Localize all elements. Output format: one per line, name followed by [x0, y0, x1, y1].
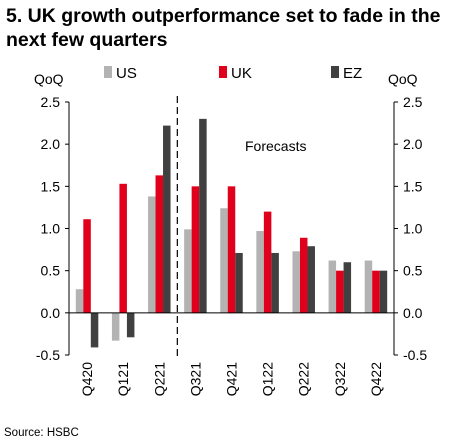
bar-ez-q122 [271, 252, 279, 313]
bar-ez-q420 [90, 312, 99, 348]
bar-uk-q420 [83, 219, 91, 313]
legend-swatch-us [104, 66, 112, 78]
legend-label-uk: UK [231, 65, 252, 82]
bar-uk-q422 [372, 270, 380, 313]
y-tick-label-right: -0.5 [403, 347, 427, 363]
bar-us-q122 [256, 231, 264, 313]
y-tick-label-right: 1.5 [403, 178, 423, 194]
y-tick-label-right: 0.0 [403, 305, 423, 321]
y-tick-label-right: 1.0 [403, 221, 423, 237]
bar-ez-q121 [126, 312, 135, 338]
x-tick-label: Q222 [296, 362, 312, 396]
bar-uk-q221 [155, 175, 164, 313]
x-tick-label: Q322 [332, 362, 348, 396]
y-tick-label-left: 0.0 [41, 305, 61, 321]
x-tick-label: Q321 [187, 362, 203, 396]
y-ticks-right: -0.5 0.0 0.5 1.0 1.5 2.0 2.5 [394, 94, 427, 363]
chart-title: 5. UK growth outperformance set to fade … [6, 5, 441, 51]
bar-uk-q121 [119, 183, 127, 313]
bar-us-q422 [364, 260, 373, 313]
bar-us-q420 [75, 289, 84, 313]
y-tick-label-right: 0.5 [403, 263, 423, 279]
legend-swatch-uk [219, 66, 227, 78]
bar-ez-q221 [163, 125, 171, 313]
y-tick-label-left: 2.5 [41, 94, 61, 110]
bar-ez-q422 [379, 270, 388, 313]
bar-us-q322 [328, 260, 337, 313]
y-tick-label-left: -0.5 [36, 347, 60, 363]
bar-us-q222 [292, 251, 300, 313]
bar-us-q121 [111, 312, 120, 341]
bar-uk-q321 [191, 186, 200, 313]
legend-label-ez: EZ [343, 65, 362, 82]
source-note: Source: HSBC [4, 427, 79, 439]
x-tick-label: Q121 [115, 362, 131, 396]
y-axis-label-right: QoQ [388, 71, 418, 87]
y-tick-label-left: 2.0 [41, 136, 61, 152]
y-tick-label-right: 2.5 [403, 94, 423, 110]
x-tick-label: Q221 [151, 362, 167, 396]
y-axis-label-left: QoQ [34, 71, 64, 87]
bar-ez-q322 [343, 262, 352, 313]
bar-ez-q222 [307, 246, 315, 313]
bar-us-q421 [220, 208, 228, 313]
y-tick-label-left: 1.0 [41, 221, 61, 237]
x-tick-label: Q420 [79, 362, 95, 396]
bars [75, 118, 388, 348]
y-tick-label-right: 2.0 [403, 136, 423, 152]
forecast-annotation: Forecasts [245, 138, 306, 154]
x-tick-label: Q421 [224, 362, 240, 396]
x-tick-labels: Q420 Q121 Q221 Q321 Q421 Q122 Q222 Q322 Q422 [79, 362, 384, 396]
bar-uk-q322 [336, 270, 344, 313]
y-ticks-left: -0.5 0.0 0.5 1.0 1.5 2.0 2.5 [36, 94, 69, 363]
y-tick-label-left: 0.5 [41, 263, 61, 279]
bar-us-q321 [184, 229, 192, 313]
x-tick-label: Q422 [368, 362, 384, 396]
bar-uk-q122 [263, 211, 272, 313]
legend: US UK EZ [104, 65, 362, 82]
y-tick-label-left: 1.5 [41, 178, 61, 194]
x-tick-label: Q122 [260, 362, 276, 396]
bar-ez-q421 [235, 252, 243, 313]
bar-uk-q421 [227, 186, 236, 313]
bar-uk-q222 [299, 237, 308, 313]
legend-swatch-ez [331, 66, 339, 78]
legend-label-us: US [116, 65, 137, 82]
bar-ez-q321 [199, 118, 207, 313]
bar-us-q221 [148, 196, 156, 313]
